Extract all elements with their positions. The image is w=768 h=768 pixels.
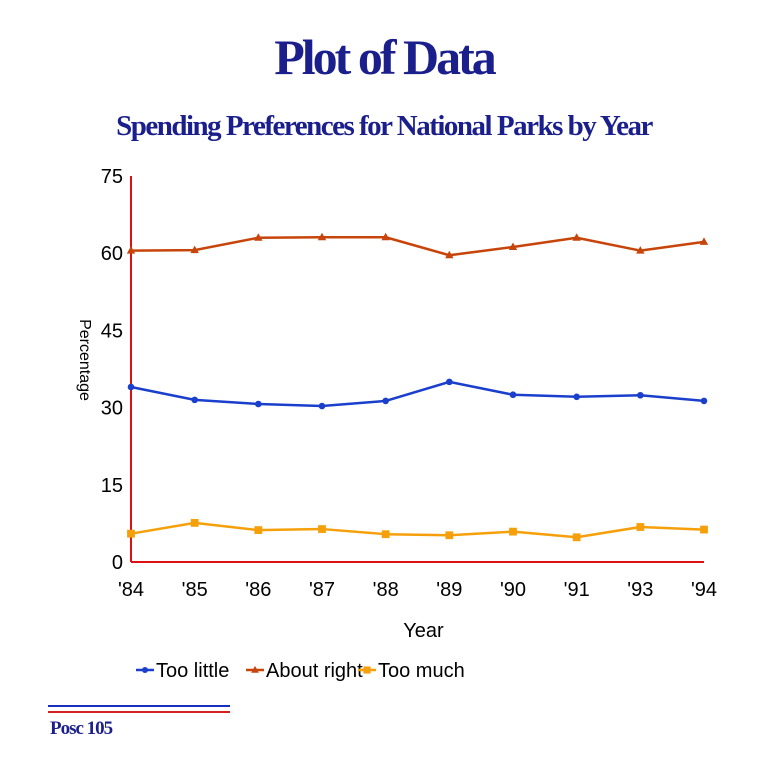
data-point-1 bbox=[445, 250, 454, 259]
chart-title: Spending Preferences for National Parks … bbox=[116, 110, 653, 142]
data-point-0 bbox=[382, 397, 389, 405]
y-tick-label: 0 bbox=[112, 552, 123, 574]
data-point-0 bbox=[318, 402, 326, 410]
page-title: Plot of Data bbox=[274, 29, 497, 85]
y-tick-label: 75 bbox=[101, 166, 123, 188]
data-point-0 bbox=[573, 393, 580, 401]
y-tick-label: 45 bbox=[101, 320, 123, 342]
series-line-1 bbox=[130, 235, 705, 257]
legend-label: Too little bbox=[156, 660, 229, 682]
data-point-1 bbox=[254, 233, 263, 241]
legend-marker bbox=[363, 666, 371, 674]
data-point-1 bbox=[381, 232, 390, 241]
data-point-0 bbox=[255, 400, 262, 408]
data-point-2 bbox=[127, 529, 135, 538]
footer-label: Posc 105 bbox=[50, 718, 113, 739]
data-point-2 bbox=[700, 525, 708, 534]
data-point-1 bbox=[126, 246, 136, 254]
data-point-0 bbox=[637, 391, 644, 399]
data-point-2 bbox=[572, 533, 581, 542]
data-point-2 bbox=[381, 530, 390, 539]
data-point-1 bbox=[508, 242, 518, 251]
y-axis-label: Percentage bbox=[76, 319, 93, 401]
data-point-1 bbox=[636, 246, 645, 254]
legend-label: About right bbox=[266, 660, 363, 682]
data-point-0 bbox=[127, 383, 135, 391]
x-tick-label: '93 bbox=[627, 579, 653, 601]
x-tick-label: '87 bbox=[309, 579, 335, 601]
data-point-1 bbox=[699, 237, 709, 245]
series-line-2 bbox=[130, 521, 705, 539]
y-tick-label: 15 bbox=[101, 475, 123, 497]
legend-marker bbox=[251, 665, 259, 673]
data-point-2 bbox=[318, 525, 326, 533]
data-point-2 bbox=[254, 526, 263, 534]
x-tick-label: '84 bbox=[118, 579, 144, 601]
x-tick-label: '94 bbox=[691, 579, 717, 601]
data-point-0 bbox=[191, 396, 198, 404]
y-tick-label: 30 bbox=[101, 398, 123, 420]
x-tick-label: '90 bbox=[500, 579, 526, 601]
x-axis-label: Year bbox=[403, 620, 444, 642]
x-tick-label: '86 bbox=[245, 579, 271, 601]
legend-marker bbox=[141, 666, 149, 674]
x-tick-label: '91 bbox=[564, 579, 590, 601]
data-point-2 bbox=[636, 523, 645, 531]
data-point-1 bbox=[572, 233, 581, 241]
footer-divider-red bbox=[48, 711, 230, 713]
data-point-2 bbox=[190, 518, 199, 527]
legend-label: Too much bbox=[378, 660, 465, 682]
data-point-0 bbox=[700, 397, 708, 405]
series-line-0 bbox=[130, 380, 705, 408]
x-tick-label: '85 bbox=[182, 579, 208, 601]
data-point-2 bbox=[445, 531, 454, 540]
data-point-1 bbox=[190, 245, 199, 254]
data-point-1 bbox=[317, 232, 327, 241]
data-point-0 bbox=[446, 378, 453, 386]
data-point-0 bbox=[509, 391, 517, 399]
data-point-2 bbox=[509, 527, 517, 536]
x-tick-label: '88 bbox=[373, 579, 399, 601]
footer-divider-blue bbox=[48, 705, 230, 707]
x-tick-label: '89 bbox=[436, 579, 462, 601]
y-tick-label: 60 bbox=[101, 243, 123, 265]
